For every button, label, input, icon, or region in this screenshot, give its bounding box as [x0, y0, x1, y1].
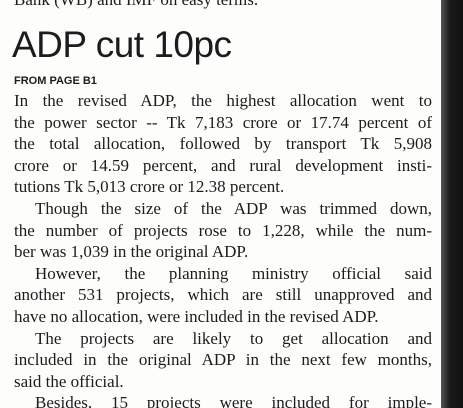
line-text: another 531 projects, which are still un… [14, 285, 432, 305]
line-text: included in the original ADP in the next… [14, 350, 432, 370]
text-line: the power sector -- Tk 7,183 crore or 17… [14, 112, 432, 133]
text-line: included in the original ADP in the next… [14, 349, 432, 370]
text-line: In the revised ADP, the highest allocati… [14, 90, 432, 111]
text-line: said the official. [14, 371, 432, 392]
headline: ADP cut 10pc [12, 24, 232, 65]
line-text: the number of projects rose to 1,228, wh… [14, 220, 432, 240]
text-line: tutions Tk 5,013 crore or 12.38 percent. [14, 176, 432, 197]
page-edge [441, 0, 463, 408]
text-line: have no allocation, were included in the… [14, 306, 432, 327]
text-line: Though the size of the ADP was trimmed d… [35, 198, 432, 219]
text-line: However, the planning ministry official … [35, 263, 432, 284]
text-line: the number of projects rose to 1,228, wh… [14, 220, 432, 241]
text-line: crore or 14.59 percent, and rural develo… [14, 155, 432, 176]
text-line: Besides, 15 projects were included for i… [35, 392, 432, 408]
text-line: The projects are likely to get allocatio… [35, 328, 432, 349]
line-text: However, the planning ministry official … [35, 263, 432, 283]
line-text: the power sector -- Tk 7,183 crore or 17… [14, 112, 432, 132]
line-text: ber was 1,039 in the original ADP. [14, 242, 249, 262]
line-text: Though the size of the ADP was trimmed d… [35, 199, 432, 218]
text-line: the total allocation, followed by transp… [14, 133, 432, 154]
top-fragment: Bank (WB) and IMF on easy terms. [14, 0, 258, 10]
line-text: Besides, 15 projects were included for i… [35, 393, 432, 408]
line-text: tutions Tk 5,013 crore or 12.38 percent. [14, 177, 285, 197]
line-text: the total allocation, followed by transp… [14, 134, 432, 154]
line-text: The projects are likely to get allocatio… [35, 328, 432, 348]
kicker: FROM PAGE B1 [14, 75, 97, 87]
text-line: ber was 1,039 in the original ADP. [14, 241, 432, 262]
line-text: have no allocation, were included in the… [14, 307, 379, 326]
line-text: said the official. [14, 371, 124, 391]
line-text: In the revised ADP, the highest allocati… [14, 91, 432, 110]
text-line: another 531 projects, which are still un… [14, 284, 432, 305]
line-text: crore or 14.59 percent, and rural develo… [14, 155, 432, 175]
